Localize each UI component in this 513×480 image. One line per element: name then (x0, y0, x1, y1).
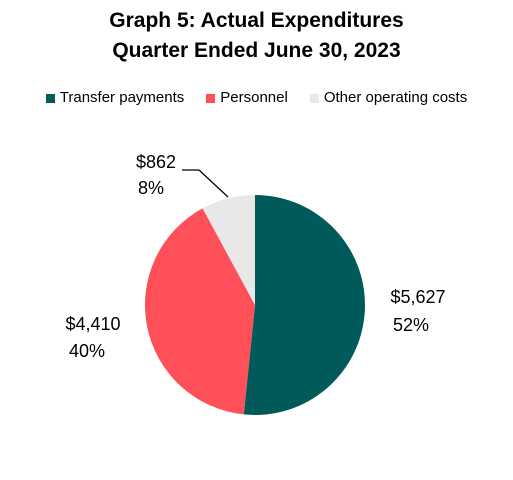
legend-item-personnel: Personnel (206, 89, 288, 107)
legend-label-transfer-payments: Transfer payments (59, 89, 185, 106)
legend-swatch-transfer-payments (45, 93, 55, 103)
pie-slice-personnel (145, 208, 255, 415)
legend-swatch-other-operating-costs (309, 93, 319, 103)
slice-percent-label-personnel: 40% (69, 341, 105, 361)
slice-value-label-transfer-payments: $5,627 (390, 287, 445, 307)
legend-item-transfer-payments: Transfer payments (45, 89, 185, 107)
slice-percent-label-other-operating-costs: 8% (138, 178, 164, 198)
legend-label-other-operating-costs: Other operating costs (323, 89, 468, 106)
pie-slice-other-operating-costs (202, 195, 255, 305)
legend-item-other-operating-costs: Other operating costs (309, 89, 468, 107)
slice-value-label-personnel: $4,410 (65, 314, 120, 334)
legend-label-personnel: Personnel (220, 89, 288, 106)
chart-title: Graph 5: Actual Expenditures (109, 9, 404, 32)
pie-slice-transfer-payments (243, 195, 366, 415)
chart-subtitle: Quarter Ended June 30, 2023 (112, 39, 401, 62)
other-operating-costs-leader-line-diagonal (198, 169, 229, 198)
slice-value-label-other-operating-costs: $862 (136, 152, 176, 172)
legend-swatch-personnel (206, 93, 216, 103)
slice-percent-label-transfer-payments: 52% (393, 315, 429, 335)
chart-legend: Transfer payments Personnel Other operat… (0, 89, 513, 107)
